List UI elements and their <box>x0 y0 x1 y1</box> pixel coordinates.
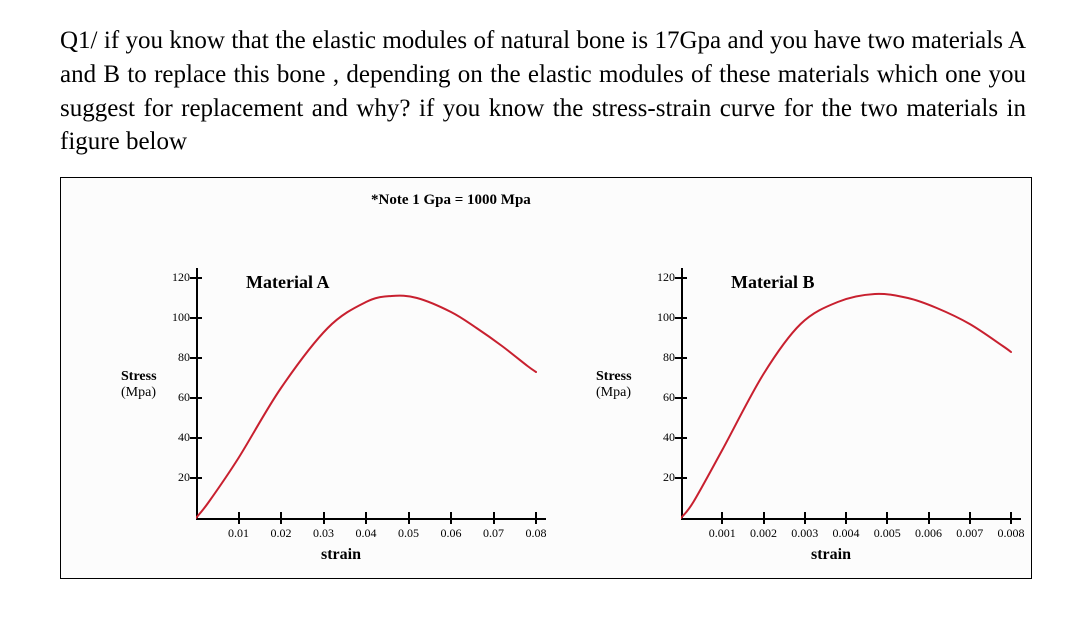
x-axis-label: strain <box>811 546 851 564</box>
question-text: Q1/ if you know that the elastic modules… <box>60 24 1026 159</box>
y-tick-label: 20 <box>166 470 190 485</box>
y-tick-label: 80 <box>651 350 675 365</box>
chart-title: Material A <box>246 272 329 293</box>
y-tick-label: 60 <box>651 390 675 405</box>
figure-frame: *Note 1 Gpa = 1000 Mpa 204060801001200.0… <box>60 177 1032 579</box>
y-tick-label: 80 <box>166 350 190 365</box>
figure-note: *Note 1 Gpa = 1000 Mpa <box>371 192 531 209</box>
x-axis-label: strain <box>321 546 361 564</box>
y-tick-label: 120 <box>166 270 190 285</box>
y-tick-label: 40 <box>166 430 190 445</box>
chart-material-a: 204060801001200.010.020.030.040.050.060.… <box>81 218 561 568</box>
y-tick-label: 20 <box>651 470 675 485</box>
chart-title: Material B <box>731 272 814 293</box>
series-curve <box>681 278 1023 530</box>
y-tick-label: 40 <box>651 430 675 445</box>
y-axis-label: Stress(Mpa) <box>596 369 632 400</box>
y-axis-label: Stress(Mpa) <box>121 369 157 400</box>
y-tick-label: 100 <box>166 310 190 325</box>
chart-material-b: 204060801001200.0010.0020.0030.0040.0050… <box>551 218 1031 568</box>
page-root: Q1/ if you know that the elastic modules… <box>0 0 1080 637</box>
y-tick-label: 100 <box>651 310 675 325</box>
y-tick-label: 60 <box>166 390 190 405</box>
series-curve <box>196 278 548 530</box>
y-tick-label: 120 <box>651 270 675 285</box>
